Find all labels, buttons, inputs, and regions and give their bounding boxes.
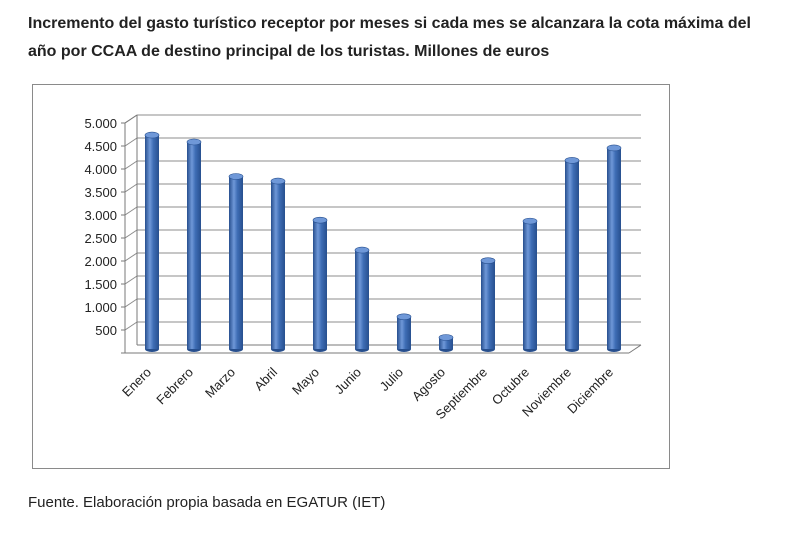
- gridline-depth: [124, 137, 138, 147]
- bar-febrero: [186, 138, 202, 352]
- x-tick-label: Junio: [332, 365, 365, 398]
- bar-abril: [270, 177, 286, 352]
- bar-body: [565, 160, 579, 349]
- bar-diciembre: [606, 144, 622, 352]
- gridline-depth: [124, 252, 138, 262]
- y-tick-label: 500: [95, 323, 117, 338]
- bar-agosto: [438, 334, 454, 352]
- gridline-depth: [124, 160, 138, 170]
- x-tick-label: Agosto: [409, 365, 448, 404]
- gridline-depth: [124, 321, 138, 331]
- gridline-depth: [124, 298, 138, 308]
- bar-top: [396, 313, 412, 321]
- y-tick-label: 2.500: [84, 231, 117, 246]
- bar-top: [228, 173, 244, 180]
- bar-top: [564, 157, 580, 164]
- x-tick-label: Enero: [119, 365, 154, 400]
- bar-enero: [144, 131, 160, 352]
- y-tick-label: 4.000: [84, 162, 117, 177]
- bar-top: [312, 216, 328, 224]
- bar-body: [187, 142, 201, 349]
- source-note: Fuente. Elaboración propia basada en EGA…: [28, 494, 386, 511]
- x-tick-label: Abril: [251, 364, 280, 393]
- bar-body: [439, 337, 453, 349]
- gridline-depth: [124, 229, 138, 239]
- bar-body: [271, 181, 285, 349]
- bar-marzo: [228, 173, 244, 352]
- chart-title: Incremento del gasto turístico receptor …: [28, 15, 751, 60]
- bar-body: [355, 250, 369, 349]
- bar-body: [523, 221, 537, 349]
- y-tick-label: 5.000: [84, 116, 117, 131]
- bar-julio: [396, 313, 412, 352]
- bar-octubre: [522, 217, 538, 352]
- x-tick-label: Julio: [377, 365, 407, 395]
- gridlines: [124, 114, 641, 331]
- gridline-depth: [124, 206, 138, 216]
- bar-top: [480, 257, 496, 264]
- y-tick-label: 1.000: [84, 300, 117, 315]
- y-tick-label: 2.000: [84, 254, 117, 269]
- gridline-depth: [124, 275, 138, 285]
- bar-top: [354, 246, 370, 254]
- bar-body: [145, 135, 159, 349]
- bar-top: [438, 334, 454, 341]
- bar-body: [313, 220, 327, 349]
- bar-septiembre: [480, 257, 496, 352]
- bar-top: [522, 217, 538, 225]
- bar-body: [229, 176, 243, 349]
- x-tick-labels: Enero Febrero Marzo Abril Mayo Junio Julio Agos…: [119, 364, 616, 422]
- bar-top: [186, 138, 202, 146]
- bar-body: [481, 260, 495, 349]
- y-tick-label: 4.500: [84, 139, 117, 154]
- bar-mayo: [312, 216, 328, 352]
- bar-top: [606, 144, 622, 152]
- x-tick-label: Diciembre: [564, 365, 616, 417]
- y-tick-labels: 500 1.000 1.500 2.000 2.500 3.000 3.500 4.000 4.…: [84, 116, 117, 338]
- bar-top: [144, 131, 160, 139]
- floor-right-edge: [628, 344, 642, 354]
- bars: [144, 131, 622, 352]
- y-tick-label: 3.000: [84, 208, 117, 223]
- y-tick-label: 3.500: [84, 185, 117, 200]
- x-tick-label: Marzo: [202, 365, 238, 401]
- gridline-depth: [124, 183, 138, 193]
- y-tick-label: 1.500: [84, 277, 117, 292]
- x-tick-label: Febrero: [153, 365, 196, 408]
- axis-depth-top: [124, 114, 138, 124]
- chart-frame: 500 1.000 1.500 2.000 2.500 3.000 3.500 4.000 4.…: [32, 84, 670, 469]
- bar-top: [270, 177, 286, 185]
- axes: [121, 114, 642, 354]
- bar-junio: [354, 246, 370, 352]
- bar-body: [397, 316, 411, 349]
- x-tick-label: Mayo: [289, 365, 322, 398]
- bar-chart: 500 1.000 1.500 2.000 2.500 3.000 3.500 4.000 4.…: [84, 114, 642, 422]
- bar-body: [607, 147, 621, 349]
- bar-noviembre: [564, 157, 580, 352]
